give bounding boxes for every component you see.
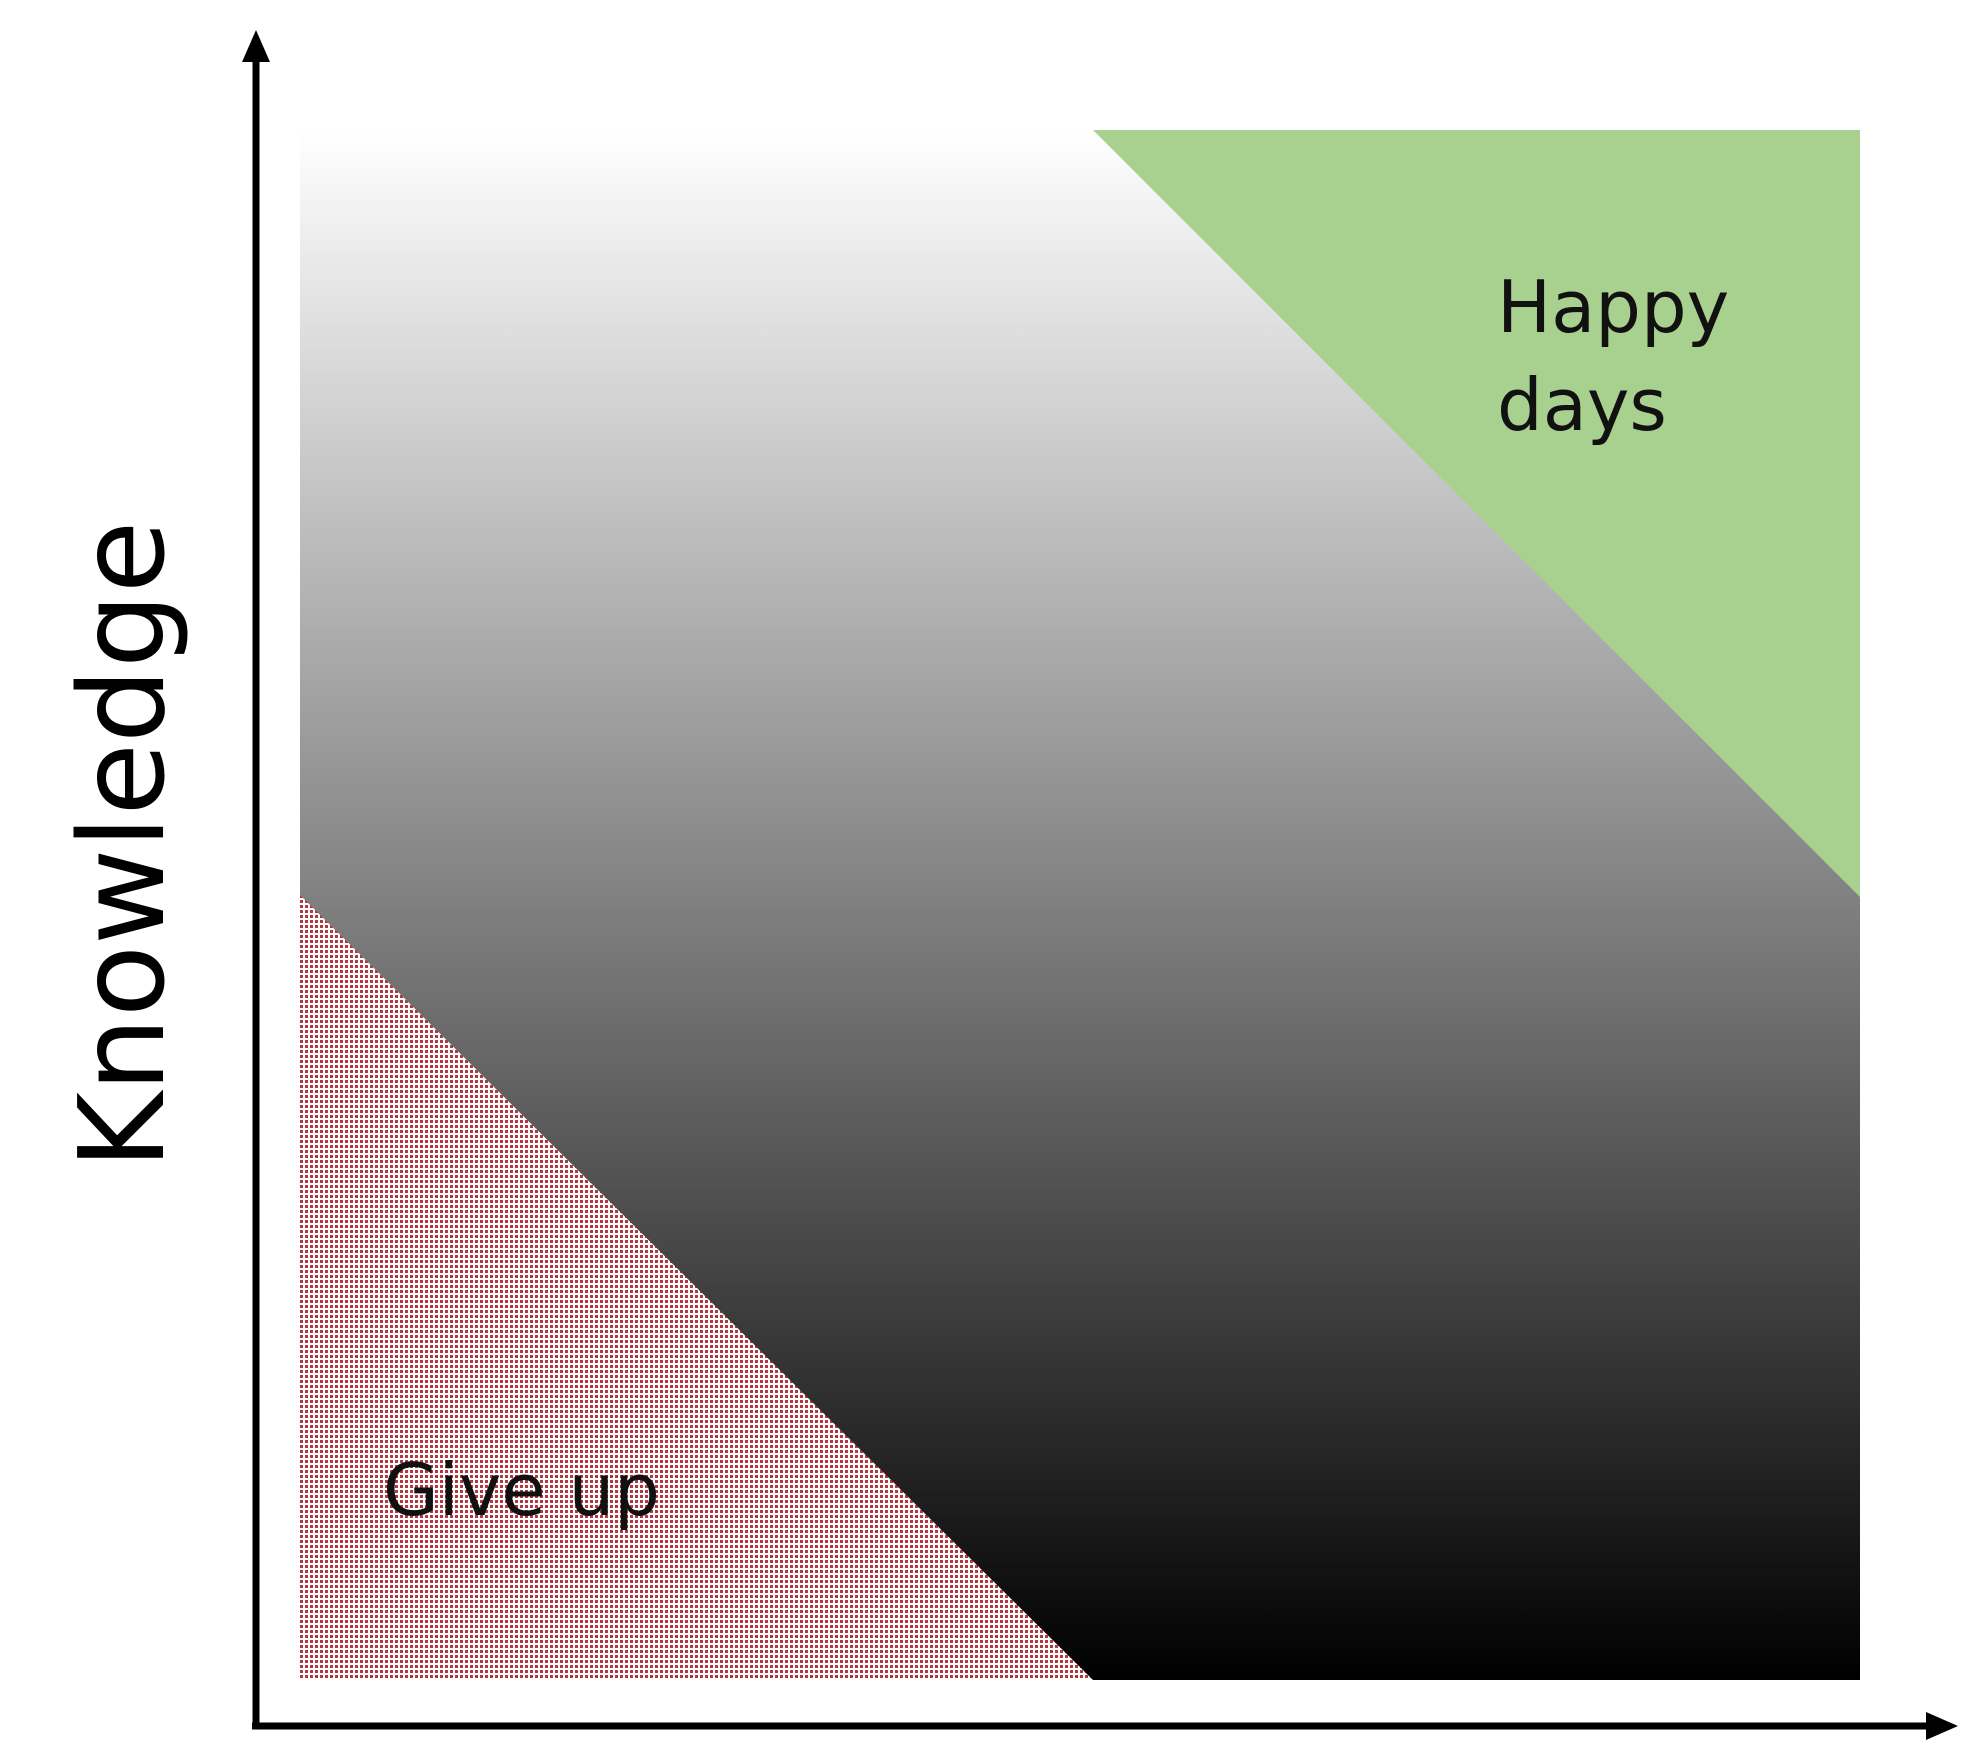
happy-days-label-line2: days [1497,363,1667,447]
happy-days-label-line1: Happy [1497,265,1729,349]
happy-days-region [1093,130,1860,897]
x-axis-arrowhead [1926,1712,1958,1740]
y-axis-arrowhead [242,30,270,62]
y-axis-label: Knowledge [53,521,191,1170]
give-up-label: Give up [383,1448,660,1532]
give-up-region [300,895,1093,1680]
